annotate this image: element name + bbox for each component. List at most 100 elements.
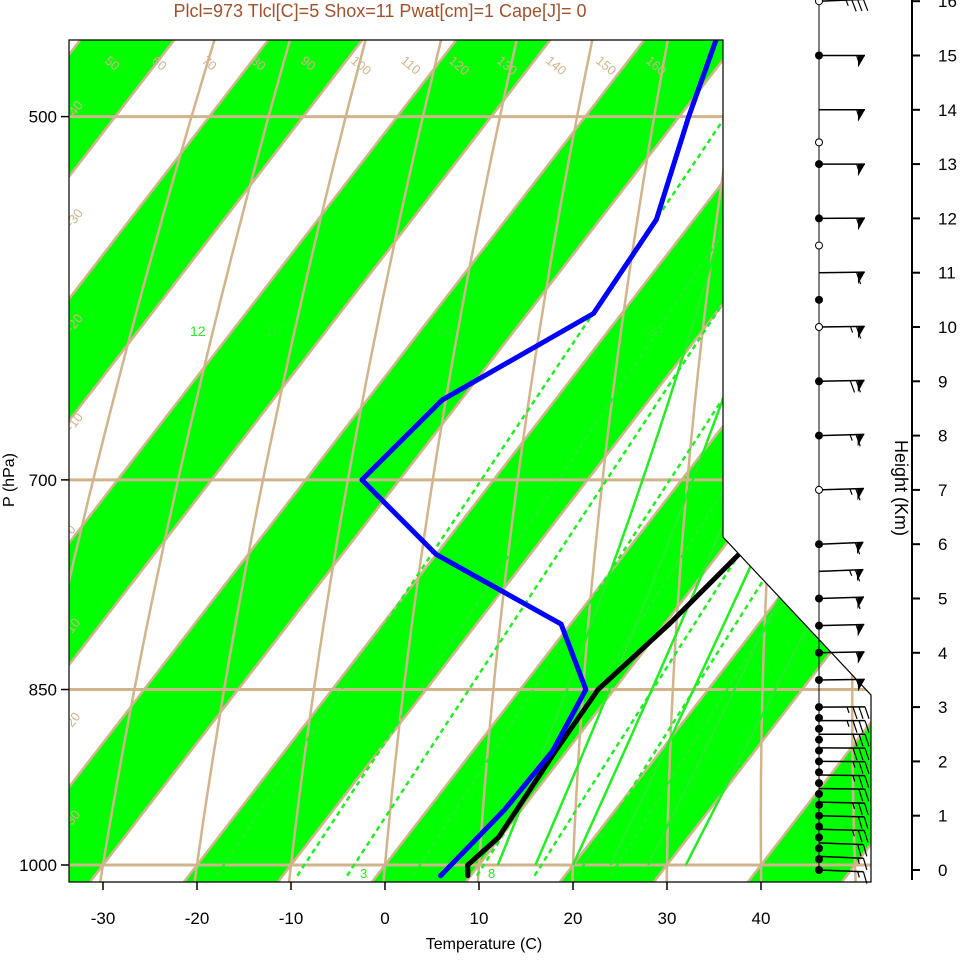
height-marker-filled <box>815 595 823 603</box>
height-marker-filled <box>815 377 823 385</box>
wind-barb <box>819 434 864 446</box>
temperature-tick-label: 10 <box>470 909 489 928</box>
temperature-tick-label: -10 <box>279 909 304 928</box>
x-axis-title: Temperature (C) <box>426 936 542 953</box>
wind-barb <box>819 272 865 284</box>
y-axis-title: P (hPa) <box>1 453 18 507</box>
pressure-tick-label: 700 <box>29 471 57 490</box>
height-marker-filled <box>815 855 823 863</box>
wind-barb <box>819 488 864 500</box>
height-tick-label: 5 <box>938 590 947 609</box>
dry-adiabat-label: 140 <box>543 53 569 78</box>
height-marker-filled <box>815 844 823 852</box>
isotherm-label: -10 <box>63 410 86 434</box>
height-tick-label: 0 <box>938 861 947 880</box>
height-marker-filled <box>815 160 823 168</box>
height-marker-open <box>816 486 823 493</box>
wind-barb-staff <box>819 789 865 790</box>
wind-barb-staff <box>819 775 865 776</box>
temperature-tick-label: 40 <box>752 909 771 928</box>
height-marker-filled <box>815 812 823 820</box>
wind-barb-full <box>859 721 863 733</box>
height-marker-open <box>816 0 823 5</box>
pressure-tick-label: 1000 <box>19 856 57 875</box>
height-tick-label: 4 <box>938 644 947 663</box>
height-marker-filled <box>815 432 823 440</box>
wind-barb <box>819 380 865 392</box>
height-marker-filled <box>815 725 823 733</box>
moist-adiabat-label: 24 <box>437 323 453 339</box>
dry-adiabat-label: 70 <box>199 53 220 74</box>
height-tick-label: 1 <box>938 807 947 826</box>
mixing-ratio-label: 8 <box>488 866 495 881</box>
chart-title: Plcl=973 Tlcl[C]=5 Shox=11 Pwat[cm]=1 Ca… <box>173 1 586 21</box>
wind-barb-flag <box>858 218 865 230</box>
isotherm-label: 20 <box>63 709 84 730</box>
wind-barb <box>819 0 868 11</box>
wind-barb-half <box>850 489 852 495</box>
height-tick-label: 8 <box>938 427 947 446</box>
wind-barb-flag <box>858 652 865 664</box>
height-tick-label: 13 <box>938 155 957 174</box>
wind-barb <box>819 597 864 609</box>
wind-barb <box>819 542 863 554</box>
height-tick-label: 10 <box>938 318 957 337</box>
height-marker-filled <box>815 52 823 60</box>
height-marker-filled <box>815 540 823 548</box>
mixing-ratio-label: 3 <box>360 866 367 881</box>
temperature-tick-label: 0 <box>380 909 389 928</box>
wind-barb-flag <box>858 110 865 122</box>
height-marker-filled <box>815 649 823 657</box>
height-tick-label: 14 <box>938 101 957 120</box>
wind-barb <box>819 164 865 176</box>
dry-adiabat-label: 150 <box>593 53 619 78</box>
wind-barb <box>819 56 865 68</box>
wind-barb-half <box>847 707 849 713</box>
height-marker-filled <box>815 801 823 809</box>
height-marker-filled <box>815 866 823 874</box>
wind-barb-flag <box>857 624 864 636</box>
wind-barb-half <box>858 872 860 878</box>
wind-barb <box>819 218 865 230</box>
dry-adiabat-label: 100 <box>348 53 374 78</box>
wind-barb-full <box>865 707 869 719</box>
height-marker-filled <box>815 736 823 744</box>
height-tick-label: 2 <box>938 752 947 771</box>
wind-barb <box>819 721 869 733</box>
wind-barb-staff <box>819 802 865 803</box>
dry-adiabat-label: 110 <box>398 53 424 78</box>
wind-barb <box>819 326 865 338</box>
wind-barb-full <box>858 0 862 11</box>
temperature-tick-label: 30 <box>658 909 677 928</box>
temperature-tick-label: -30 <box>91 909 116 928</box>
height-marker-filled <box>815 703 823 711</box>
temperature-tick-label: -20 <box>185 909 210 928</box>
moist-adiabat-label: 16 <box>265 323 281 339</box>
wind-barb-flag <box>858 164 865 176</box>
height-marker-filled <box>815 296 823 304</box>
wind-barb-half <box>850 570 852 576</box>
height-tick-label: 15 <box>938 47 957 66</box>
height-axis-title: Height (Km) <box>891 440 911 536</box>
height-marker-filled <box>815 833 823 841</box>
wind-barb-full <box>853 721 857 733</box>
height-tick-label: 12 <box>938 209 957 228</box>
height-marker-open <box>816 324 823 331</box>
wind-barb-staff <box>819 0 863 1</box>
wind-barb <box>819 110 865 122</box>
wind-barb-half <box>850 327 852 333</box>
height-tick-label: 6 <box>938 535 947 554</box>
height-marker-filled <box>815 757 823 765</box>
pressure-tick-label: 850 <box>29 681 57 700</box>
wind-barb-half <box>847 721 849 727</box>
wind-barb <box>819 707 869 719</box>
height-marker-open <box>816 242 823 249</box>
height-marker-filled <box>815 714 823 722</box>
wind-barb <box>819 624 864 636</box>
height-marker-open <box>816 139 823 146</box>
wind-barb-full <box>850 381 854 393</box>
wind-barb-full <box>859 707 863 719</box>
height-tick-label: 3 <box>938 698 947 717</box>
